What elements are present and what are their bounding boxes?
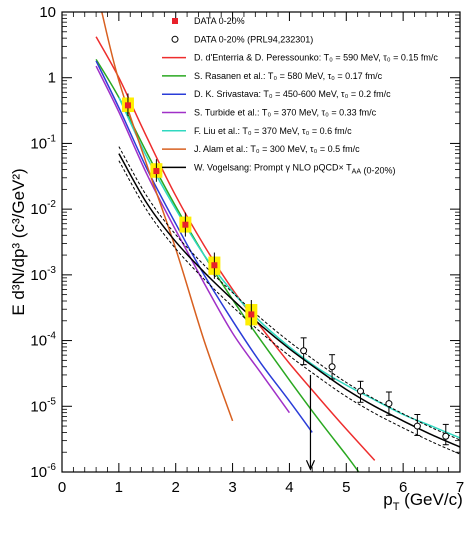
data-point-open-circle: [413, 422, 421, 430]
upper-limit-arrowhead: [305, 460, 316, 471]
data-point-open-circle: [442, 432, 450, 440]
x-tick-label: 4: [285, 479, 293, 496]
x-tick-label: 3: [228, 479, 236, 496]
axis-titles: pT (GeV/c) E d³N/dp³ (c³/GeV²): [9, 168, 463, 513]
legend-label: S. Rasanen et al.: T₀ = 580 MeV, τ₀ = 0.…: [194, 71, 383, 81]
curve-liu: [118, 97, 460, 439]
y-tick-label: 10-4: [30, 331, 56, 350]
curve-turbide: [95, 65, 291, 414]
data-point-filled-square: [153, 168, 160, 175]
legend-marker-open-circle: [171, 35, 179, 43]
data-point-open-circle: [357, 387, 364, 395]
curve-alam: [101, 12, 234, 422]
curve-denterria: [95, 36, 376, 461]
data-point-filled-square: [182, 221, 189, 228]
legend-label: D. K. Srivastava: T₀ = 450-600 MeV, τ₀ =…: [194, 89, 391, 99]
y-tick-label: 10-1: [30, 133, 56, 152]
y-tick-label: 10-3: [30, 265, 56, 284]
x-tick-label: 1: [115, 479, 123, 496]
legend-label: F. Liu et al.: T₀ = 370 MeV, τ₀ = 0.6 fm…: [194, 126, 352, 136]
model-curves: [95, 12, 460, 472]
y-tick-label: 10: [39, 4, 56, 21]
curve-srivastava: [95, 60, 313, 433]
legend-label: S. Turbide et al.: T₀ = 370 MeV, τ₀ = 0.…: [194, 108, 377, 118]
y-tick-label: 10-6: [30, 462, 56, 481]
legend: DATA 0-20% DATA 0-20% (PRL94,232301) D. d'…: [162, 16, 438, 175]
vogelsang-band-lower: [118, 160, 460, 455]
x-tick-label: 0: [58, 479, 66, 496]
axis-ticks: [61, 11, 461, 473]
y-axis-title: E d³N/dp³ (c³/GeV²): [9, 168, 28, 315]
data-point-filled-square: [211, 262, 218, 269]
plot-frame: [61, 11, 461, 473]
data-point-filled-square: [248, 311, 255, 318]
vogelsang-band-upper: [118, 146, 460, 441]
x-tick-label: 2: [172, 479, 180, 496]
curve-vogelsang: [118, 153, 460, 448]
x-tick-label: 5: [342, 479, 350, 496]
y-tick-label: 1: [48, 70, 56, 87]
x-tick-label: 7: [456, 479, 464, 496]
data-point-open-circle: [385, 400, 393, 408]
y-tick-label: 10-2: [30, 199, 56, 218]
legend-label: D. d'Enterria & D. Peressounko: T₀ = 590…: [194, 53, 438, 63]
tick-labels: 0 1 2 3 4 5 6 7 10-6 10-5 10-4 10-3 10-2 10-1 1 10: [30, 4, 464, 496]
data-points: [121, 93, 450, 471]
legend-label: DATA 0-20%: [194, 16, 245, 26]
legend-label: J. Alam et al.: T₀ = 300 MeV, τ₀ = 0.5 f…: [194, 144, 360, 154]
data-point-open-circle: [328, 363, 336, 371]
data-point-open-circle: [300, 347, 308, 355]
y-tick-label: 10-5: [30, 396, 56, 415]
legend-label: DATA 0-20% (PRL94,232301): [194, 34, 313, 44]
data-point-filled-square: [124, 102, 131, 109]
x-axis-title: pT (GeV/c): [383, 490, 463, 513]
legend-marker-filled-square: [172, 18, 178, 24]
x-tick-label: 6: [399, 479, 407, 496]
legend-label: W. Vogelsang: Prompt γ NLO pQCD× TAA (0-…: [194, 162, 396, 175]
curve-rasanen: [95, 59, 360, 472]
